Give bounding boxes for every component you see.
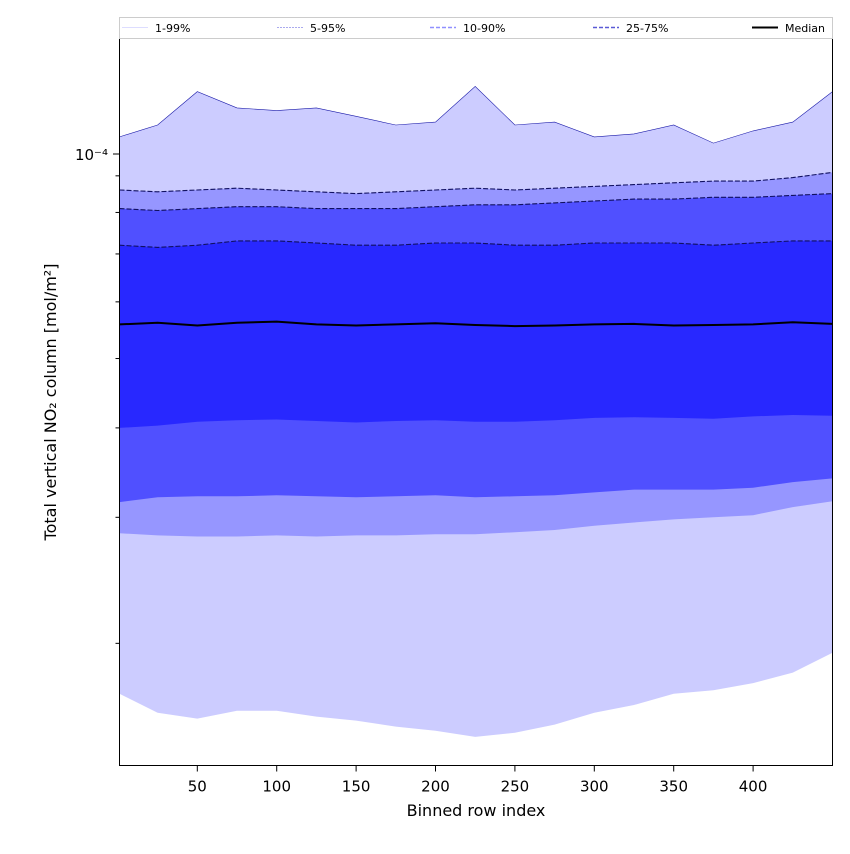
x-axis: 50 100 150 200 250 300 350 400 bbox=[188, 765, 768, 796]
x-axis-label: Binned row index bbox=[407, 801, 546, 820]
median-line bbox=[119, 320, 833, 328]
legend-label: 10-90% bbox=[463, 22, 505, 35]
x-tick-label: 400 bbox=[739, 778, 768, 796]
legend: 1-99% 5-95% 10-90% 25-75% Median bbox=[119, 17, 833, 39]
x-tick-label: 200 bbox=[421, 778, 450, 796]
band-upper-edge-1-99pct bbox=[119, 85, 833, 144]
legend-label: Median bbox=[785, 22, 825, 35]
y-axis: 10⁻⁴ bbox=[75, 146, 120, 644]
legend-box bbox=[119, 17, 833, 39]
legend-label: 25-75% bbox=[626, 22, 668, 35]
x-tick-label: 150 bbox=[342, 778, 371, 796]
y-axis-label: Total vertical NO₂ column [mol/m²] bbox=[41, 264, 60, 542]
x-tick-label: 50 bbox=[188, 778, 207, 796]
x-tick-label: 300 bbox=[580, 778, 609, 796]
x-tick-label: 350 bbox=[659, 778, 688, 796]
legend-label: 1-99% bbox=[155, 22, 190, 35]
legend-label: 5-95% bbox=[310, 22, 345, 35]
band-25-75pct bbox=[119, 240, 833, 428]
x-tick-label: 100 bbox=[262, 778, 291, 796]
lines-layer bbox=[119, 85, 833, 328]
y-major-tick-label: 10⁻⁴ bbox=[75, 146, 108, 164]
bands-layer bbox=[119, 86, 833, 737]
x-tick-label: 250 bbox=[501, 778, 530, 796]
